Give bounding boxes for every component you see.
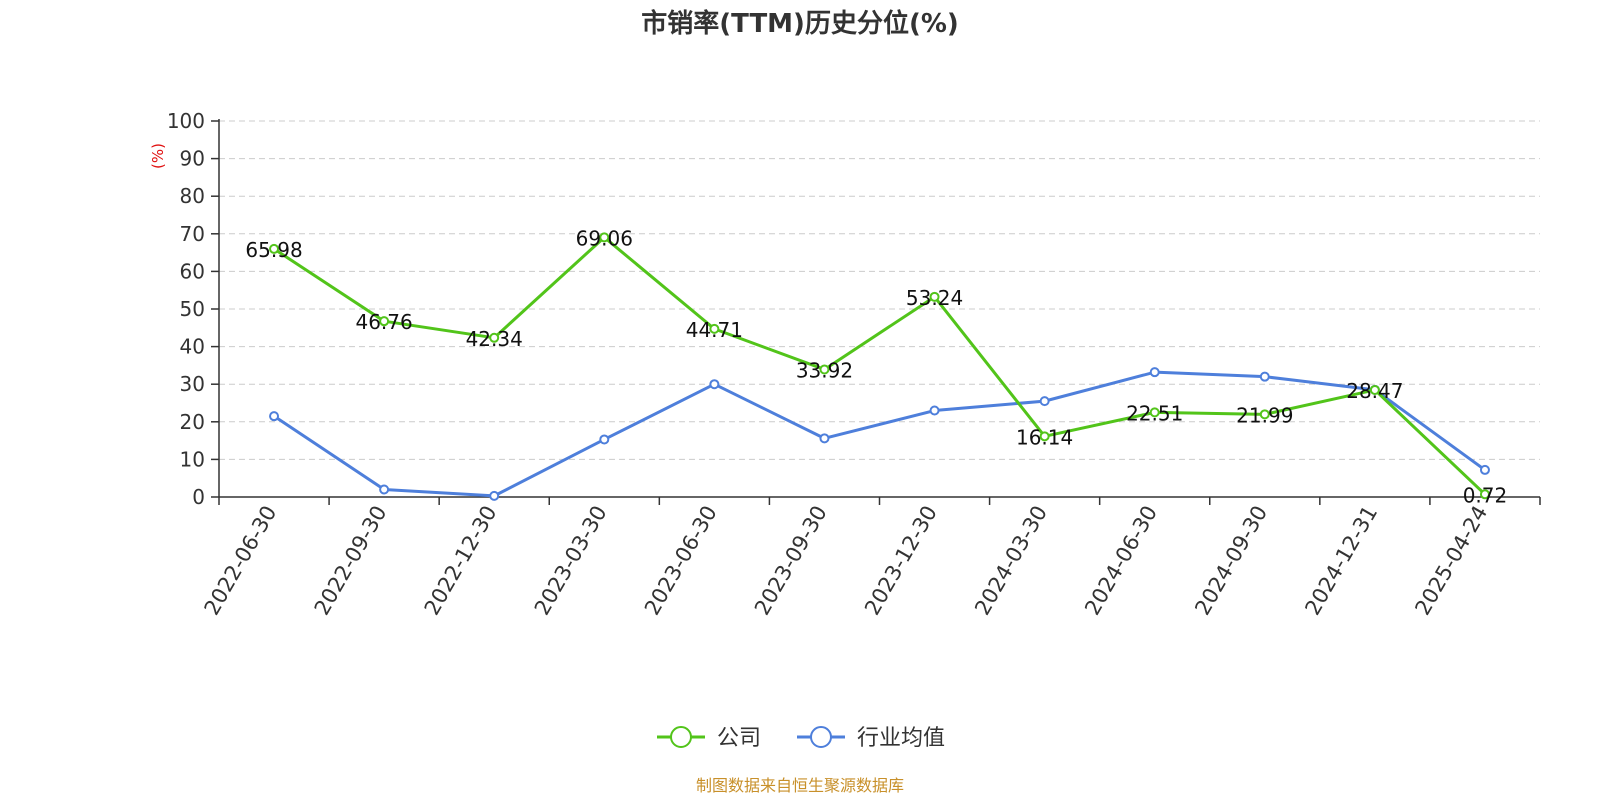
data-point bbox=[1039, 431, 1050, 442]
x-tick-label: 2024-09-30 bbox=[1190, 502, 1272, 620]
data-label: 53.24 bbox=[906, 286, 963, 310]
y-tick-label: 70 bbox=[180, 222, 205, 246]
x-tick-label: 2025-04-24 bbox=[1410, 502, 1492, 620]
data-label: 0.72 bbox=[1463, 483, 1508, 507]
y-tick-label: 50 bbox=[180, 297, 205, 321]
data-point bbox=[379, 484, 390, 495]
x-tick-labels: 2022-06-30 2022-09-30 2022-12-30 2023-03-30… bbox=[200, 502, 1493, 620]
x-tick-label: 2024-12-31 bbox=[1300, 502, 1382, 620]
legend-label: 公司 bbox=[717, 726, 761, 751]
data-point bbox=[269, 411, 280, 422]
data-label: 42.34 bbox=[466, 327, 523, 351]
data-point bbox=[489, 490, 500, 501]
data-label: 46.76 bbox=[355, 310, 412, 334]
data-label: 33.92 bbox=[796, 358, 853, 382]
y-tick-label: 60 bbox=[180, 259, 205, 283]
data-point bbox=[1369, 384, 1380, 395]
series-line bbox=[273, 235, 1486, 496]
y-tick-labels: 0 10 20 30 40 50 60 70 80 90 100 bbox=[167, 109, 205, 509]
series-group bbox=[269, 232, 1490, 501]
data-point bbox=[709, 323, 720, 334]
data-point bbox=[489, 332, 500, 343]
data-label: 65.98 bbox=[245, 238, 302, 262]
data-point bbox=[929, 291, 940, 302]
x-tick-label: 2022-06-30 bbox=[200, 502, 282, 620]
data-point bbox=[1149, 407, 1160, 418]
series-line bbox=[273, 370, 1486, 498]
data-point bbox=[599, 232, 610, 243]
data-label: 44.71 bbox=[686, 318, 743, 342]
y-tick-label: 10 bbox=[180, 447, 205, 471]
data-label: 16.14 bbox=[1016, 425, 1073, 449]
data-point bbox=[1259, 371, 1270, 382]
y-tick-label: 0 bbox=[192, 485, 205, 509]
source-note: 制图数据来自恒生聚源数据库 bbox=[696, 776, 904, 795]
legend[interactable]: 公司 行业均值 bbox=[657, 726, 945, 751]
x-tick-label: 2024-06-30 bbox=[1080, 502, 1162, 620]
x-tick-label: 2023-12-30 bbox=[860, 502, 942, 620]
data-label: 22.51 bbox=[1126, 401, 1183, 425]
y-axis-label: (%) bbox=[149, 143, 167, 169]
data-point bbox=[379, 316, 390, 327]
data-label: 21.99 bbox=[1236, 403, 1293, 427]
x-tick-label: 2022-12-30 bbox=[420, 502, 502, 620]
y-tick-label: 20 bbox=[180, 410, 205, 434]
data-point bbox=[819, 433, 830, 444]
data-label: 69.06 bbox=[576, 226, 633, 250]
x-tick-label: 2023-03-30 bbox=[530, 502, 612, 620]
data-point bbox=[1039, 396, 1050, 407]
data-point bbox=[269, 243, 280, 254]
y-tick-label: 30 bbox=[180, 372, 205, 396]
y-tick-label: 100 bbox=[167, 109, 205, 133]
legend-marker-circle bbox=[670, 726, 692, 748]
legend-label: 行业均值 bbox=[857, 726, 945, 751]
axes bbox=[218, 119, 1541, 505]
data-point bbox=[1479, 464, 1490, 475]
data-label: 28.47 bbox=[1346, 379, 1403, 403]
y-tick-label: 80 bbox=[180, 184, 205, 208]
legend-marker-circle bbox=[810, 726, 832, 748]
chart-title: 市销率(TTM)历史分位(%) bbox=[641, 8, 959, 39]
x-tick-label: 2022-09-30 bbox=[310, 502, 392, 620]
data-point bbox=[1149, 367, 1160, 378]
data-point bbox=[929, 405, 940, 416]
data-point bbox=[819, 364, 830, 375]
grid-lines bbox=[211, 120, 1540, 498]
data-point bbox=[709, 379, 720, 390]
x-tick-label: 2023-09-30 bbox=[750, 502, 832, 620]
x-tick-label: 2023-06-30 bbox=[640, 502, 722, 620]
data-point bbox=[1259, 409, 1270, 420]
y-tick-label: 90 bbox=[180, 147, 205, 171]
x-tick-label: 2024-03-30 bbox=[970, 502, 1052, 620]
data-point bbox=[1479, 489, 1490, 500]
y-tick-label: 40 bbox=[180, 335, 205, 359]
data-point bbox=[599, 434, 610, 445]
data-labels: 65.98 46.76 42.34 69.06 44.71 33.92 53.24 16.14… bbox=[245, 226, 1507, 507]
